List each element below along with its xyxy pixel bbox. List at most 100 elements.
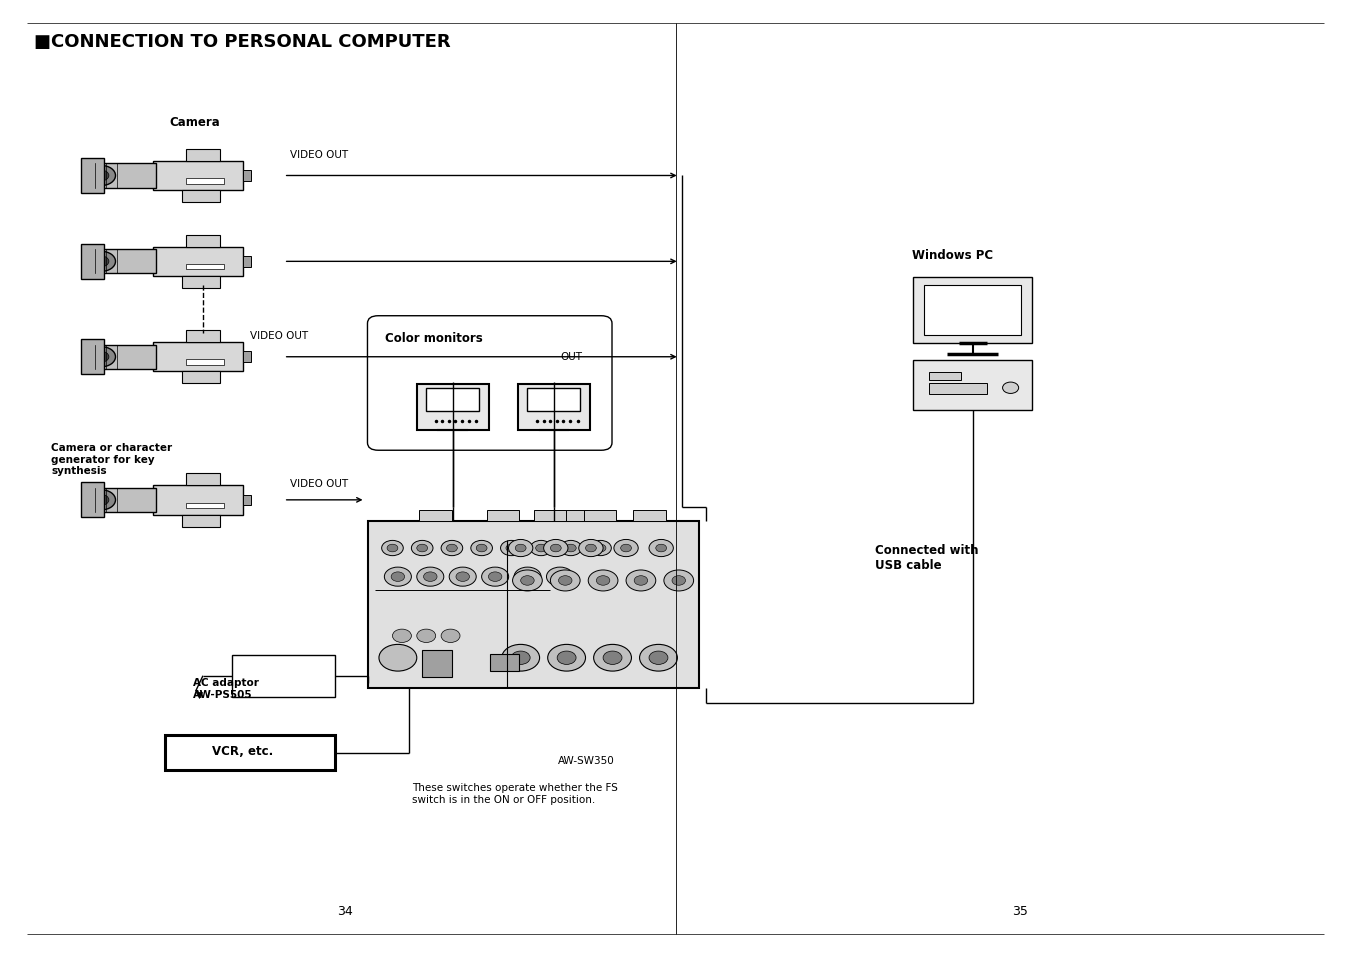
Bar xyxy=(913,361,1032,411)
Circle shape xyxy=(511,652,530,665)
Circle shape xyxy=(392,630,412,643)
Bar xyxy=(165,736,335,770)
Circle shape xyxy=(424,572,438,581)
Circle shape xyxy=(513,568,540,587)
Bar xyxy=(186,474,219,486)
Bar xyxy=(181,372,219,384)
Circle shape xyxy=(558,576,571,585)
Circle shape xyxy=(378,644,417,672)
Bar xyxy=(634,511,666,522)
Circle shape xyxy=(382,540,404,557)
Bar xyxy=(186,150,219,162)
Bar xyxy=(554,511,586,522)
Circle shape xyxy=(559,540,581,557)
Bar xyxy=(490,655,519,672)
Bar xyxy=(527,389,581,412)
Bar xyxy=(243,256,251,268)
Circle shape xyxy=(86,253,116,273)
Circle shape xyxy=(543,539,567,557)
Circle shape xyxy=(515,545,526,553)
Circle shape xyxy=(93,256,109,268)
Text: AW-SW350: AW-SW350 xyxy=(558,756,615,765)
Circle shape xyxy=(476,545,488,553)
Text: These switches operate whether the FS
switch is in the ON or OFF position.: These switches operate whether the FS sw… xyxy=(412,782,617,803)
Text: Camera or character
generator for key
synthesis: Camera or character generator for key sy… xyxy=(51,443,173,476)
Circle shape xyxy=(457,572,470,581)
Circle shape xyxy=(470,540,493,557)
Text: Camera: Camera xyxy=(169,115,220,129)
Text: Connected with
USB cable: Connected with USB cable xyxy=(875,543,979,572)
Circle shape xyxy=(594,545,605,553)
Circle shape xyxy=(417,545,427,553)
Circle shape xyxy=(412,540,432,557)
Text: 35: 35 xyxy=(1012,903,1028,917)
Circle shape xyxy=(655,545,666,553)
Circle shape xyxy=(449,568,476,587)
Circle shape xyxy=(392,572,405,581)
Text: Color monitors: Color monitors xyxy=(385,332,482,345)
Circle shape xyxy=(639,644,677,672)
Circle shape xyxy=(588,570,617,591)
Circle shape xyxy=(626,570,655,591)
Bar xyxy=(181,191,219,203)
Bar xyxy=(232,656,335,698)
Text: AC adaptor
AW-PS505: AC adaptor AW-PS505 xyxy=(193,678,259,699)
Bar xyxy=(153,343,243,372)
Bar xyxy=(488,511,519,522)
Text: VIDEO OUT: VIDEO OUT xyxy=(250,331,308,340)
Circle shape xyxy=(93,495,109,506)
Bar xyxy=(186,235,219,248)
Text: VCR, etc.: VCR, etc. xyxy=(212,744,273,758)
Circle shape xyxy=(489,572,503,581)
Circle shape xyxy=(578,539,603,557)
Bar xyxy=(243,171,251,182)
Circle shape xyxy=(530,540,551,557)
Circle shape xyxy=(481,568,508,587)
Bar xyxy=(243,352,251,363)
Circle shape xyxy=(585,545,596,553)
Circle shape xyxy=(596,576,609,585)
Bar xyxy=(186,265,224,270)
Bar xyxy=(153,248,243,276)
Circle shape xyxy=(663,570,693,591)
Circle shape xyxy=(86,348,116,368)
Circle shape xyxy=(557,652,576,665)
Bar xyxy=(913,277,1032,344)
Bar xyxy=(584,511,616,522)
Circle shape xyxy=(613,539,638,557)
Bar xyxy=(81,340,104,375)
Circle shape xyxy=(546,568,573,587)
Circle shape xyxy=(589,540,611,557)
Circle shape xyxy=(648,539,673,557)
Bar xyxy=(426,389,480,412)
Circle shape xyxy=(550,570,580,591)
Text: VIDEO OUT: VIDEO OUT xyxy=(290,150,349,159)
Circle shape xyxy=(416,630,435,643)
Bar xyxy=(929,373,961,380)
Circle shape xyxy=(1002,383,1019,394)
Circle shape xyxy=(554,572,567,581)
Circle shape xyxy=(512,570,542,591)
Text: ■CONNECTION TO PERSONAL COMPUTER: ■CONNECTION TO PERSONAL COMPUTER xyxy=(34,33,450,51)
Bar xyxy=(92,164,157,189)
Bar xyxy=(92,488,157,513)
Circle shape xyxy=(440,540,462,557)
Circle shape xyxy=(634,576,647,585)
Bar xyxy=(422,650,451,678)
Text: OUT: OUT xyxy=(561,352,582,361)
Circle shape xyxy=(446,545,457,553)
Bar xyxy=(186,360,224,365)
Bar xyxy=(92,345,157,370)
Text: VIDEO OUT: VIDEO OUT xyxy=(290,478,349,488)
Bar xyxy=(367,522,700,688)
Circle shape xyxy=(440,630,459,643)
Circle shape xyxy=(593,644,631,672)
Bar xyxy=(81,245,104,279)
Circle shape xyxy=(505,545,516,553)
Bar xyxy=(186,331,219,343)
Circle shape xyxy=(603,652,621,665)
Bar xyxy=(186,179,224,184)
Bar xyxy=(153,162,243,191)
Circle shape xyxy=(501,644,539,672)
Bar xyxy=(243,495,251,506)
